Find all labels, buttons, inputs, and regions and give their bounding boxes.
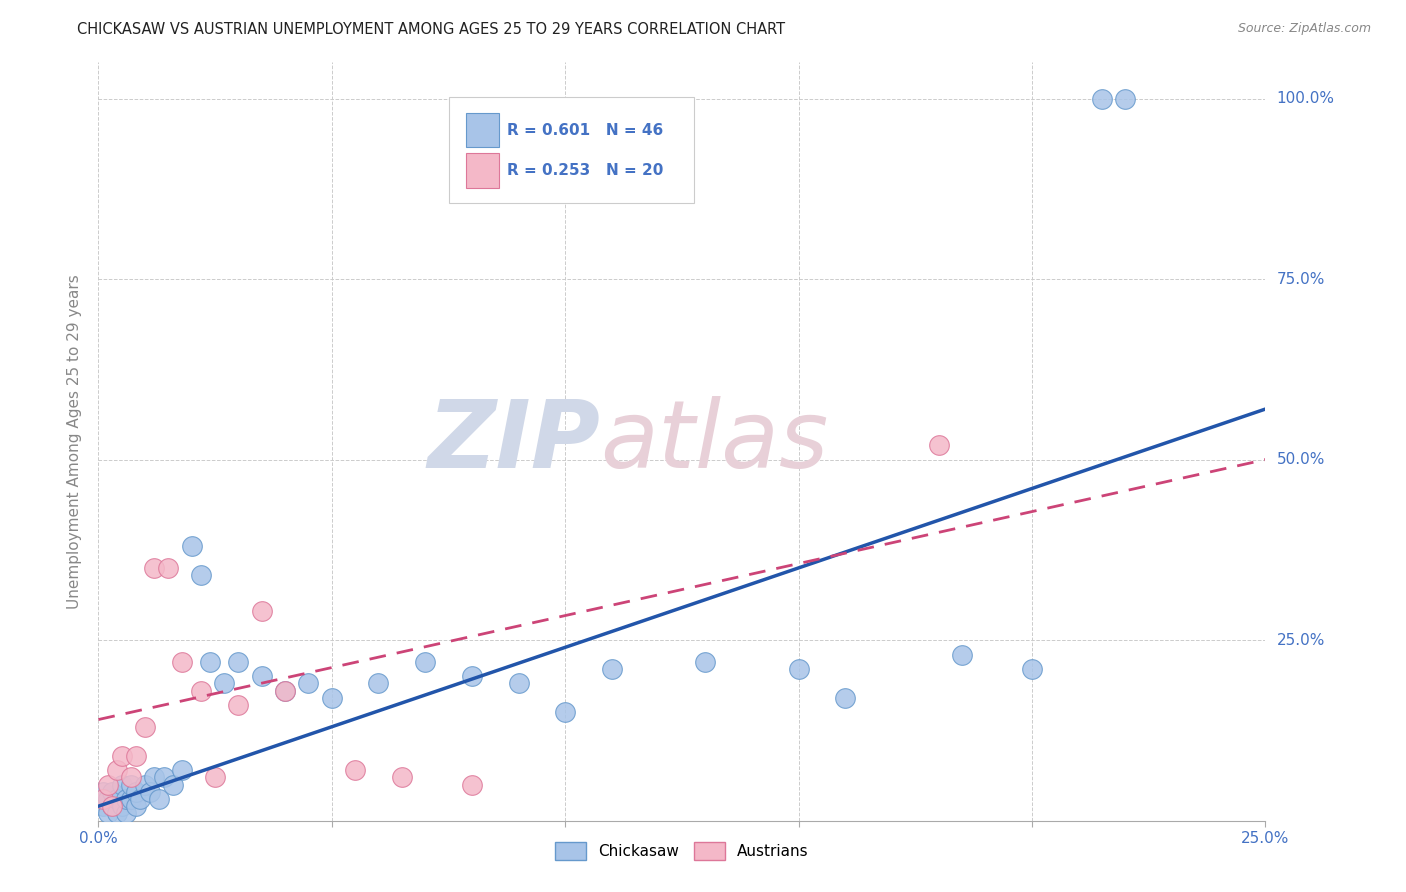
Point [344, 763, 367, 777]
Point [152, 770, 174, 784]
Text: 25.0%: 25.0% [1277, 632, 1324, 648]
Point [1114, 91, 1136, 105]
Point [834, 690, 856, 705]
Point [413, 655, 436, 669]
Point [200, 655, 222, 669]
FancyBboxPatch shape [449, 96, 693, 202]
Point [125, 748, 148, 763]
Point [115, 792, 138, 806]
Point [111, 748, 134, 763]
Point [101, 799, 124, 814]
Point [321, 690, 343, 705]
Text: R = 0.253   N = 20: R = 0.253 N = 20 [508, 163, 664, 178]
Point [120, 770, 142, 784]
Text: atlas: atlas [600, 396, 828, 487]
Text: 100.0%: 100.0% [1277, 91, 1334, 106]
Point [148, 792, 170, 806]
Point [695, 655, 717, 669]
Point [125, 799, 148, 814]
Point [1091, 91, 1114, 105]
Point [97, 792, 120, 806]
Legend: Chickasaw, Austrians: Chickasaw, Austrians [550, 836, 814, 866]
Point [461, 669, 484, 683]
Point [204, 770, 226, 784]
Point [274, 683, 297, 698]
Text: 50.0%: 50.0% [1277, 452, 1324, 467]
Point [1021, 662, 1043, 676]
Point [120, 792, 142, 806]
Point [600, 662, 623, 676]
Point [105, 763, 128, 777]
Point [125, 785, 148, 799]
Point [120, 778, 142, 792]
Point [554, 706, 576, 720]
Point [297, 676, 319, 690]
Point [97, 806, 120, 821]
Point [134, 778, 156, 792]
Text: CHICKASAW VS AUSTRIAN UNEMPLOYMENT AMONG AGES 25 TO 29 YEARS CORRELATION CHART: CHICKASAW VS AUSTRIAN UNEMPLOYMENT AMONG… [77, 22, 786, 37]
Point [190, 683, 212, 698]
Point [111, 778, 134, 792]
Point [172, 763, 194, 777]
Point [228, 698, 250, 712]
Text: R = 0.601   N = 46: R = 0.601 N = 46 [508, 123, 664, 138]
Text: 75.0%: 75.0% [1277, 271, 1324, 286]
Point [787, 662, 810, 676]
Point [115, 806, 138, 821]
Point [111, 799, 134, 814]
Point [143, 770, 166, 784]
Point [101, 799, 124, 814]
Bar [465, 113, 499, 147]
Text: Source: ZipAtlas.com: Source: ZipAtlas.com [1237, 22, 1371, 36]
Point [143, 561, 166, 575]
Point [274, 683, 297, 698]
Point [190, 568, 212, 582]
Point [134, 720, 156, 734]
Point [214, 676, 236, 690]
Point [129, 792, 152, 806]
Point [928, 438, 950, 452]
Point [157, 561, 180, 575]
Point [250, 604, 273, 618]
Text: ZIP: ZIP [427, 395, 600, 488]
Point [391, 770, 413, 784]
Point [461, 778, 484, 792]
Point [97, 778, 120, 792]
Point [367, 676, 389, 690]
Point [101, 785, 124, 799]
Point [91, 792, 114, 806]
Point [91, 785, 114, 799]
Point [250, 669, 273, 683]
Point [508, 676, 530, 690]
Y-axis label: Unemployment Among Ages 25 to 29 years: Unemployment Among Ages 25 to 29 years [67, 274, 83, 609]
Bar [465, 153, 499, 187]
Point [105, 792, 128, 806]
Point [162, 778, 184, 792]
Point [180, 539, 202, 553]
Point [91, 799, 114, 814]
Point [172, 655, 194, 669]
Point [228, 655, 250, 669]
Point [139, 785, 162, 799]
Point [950, 648, 973, 662]
Point [105, 806, 128, 821]
